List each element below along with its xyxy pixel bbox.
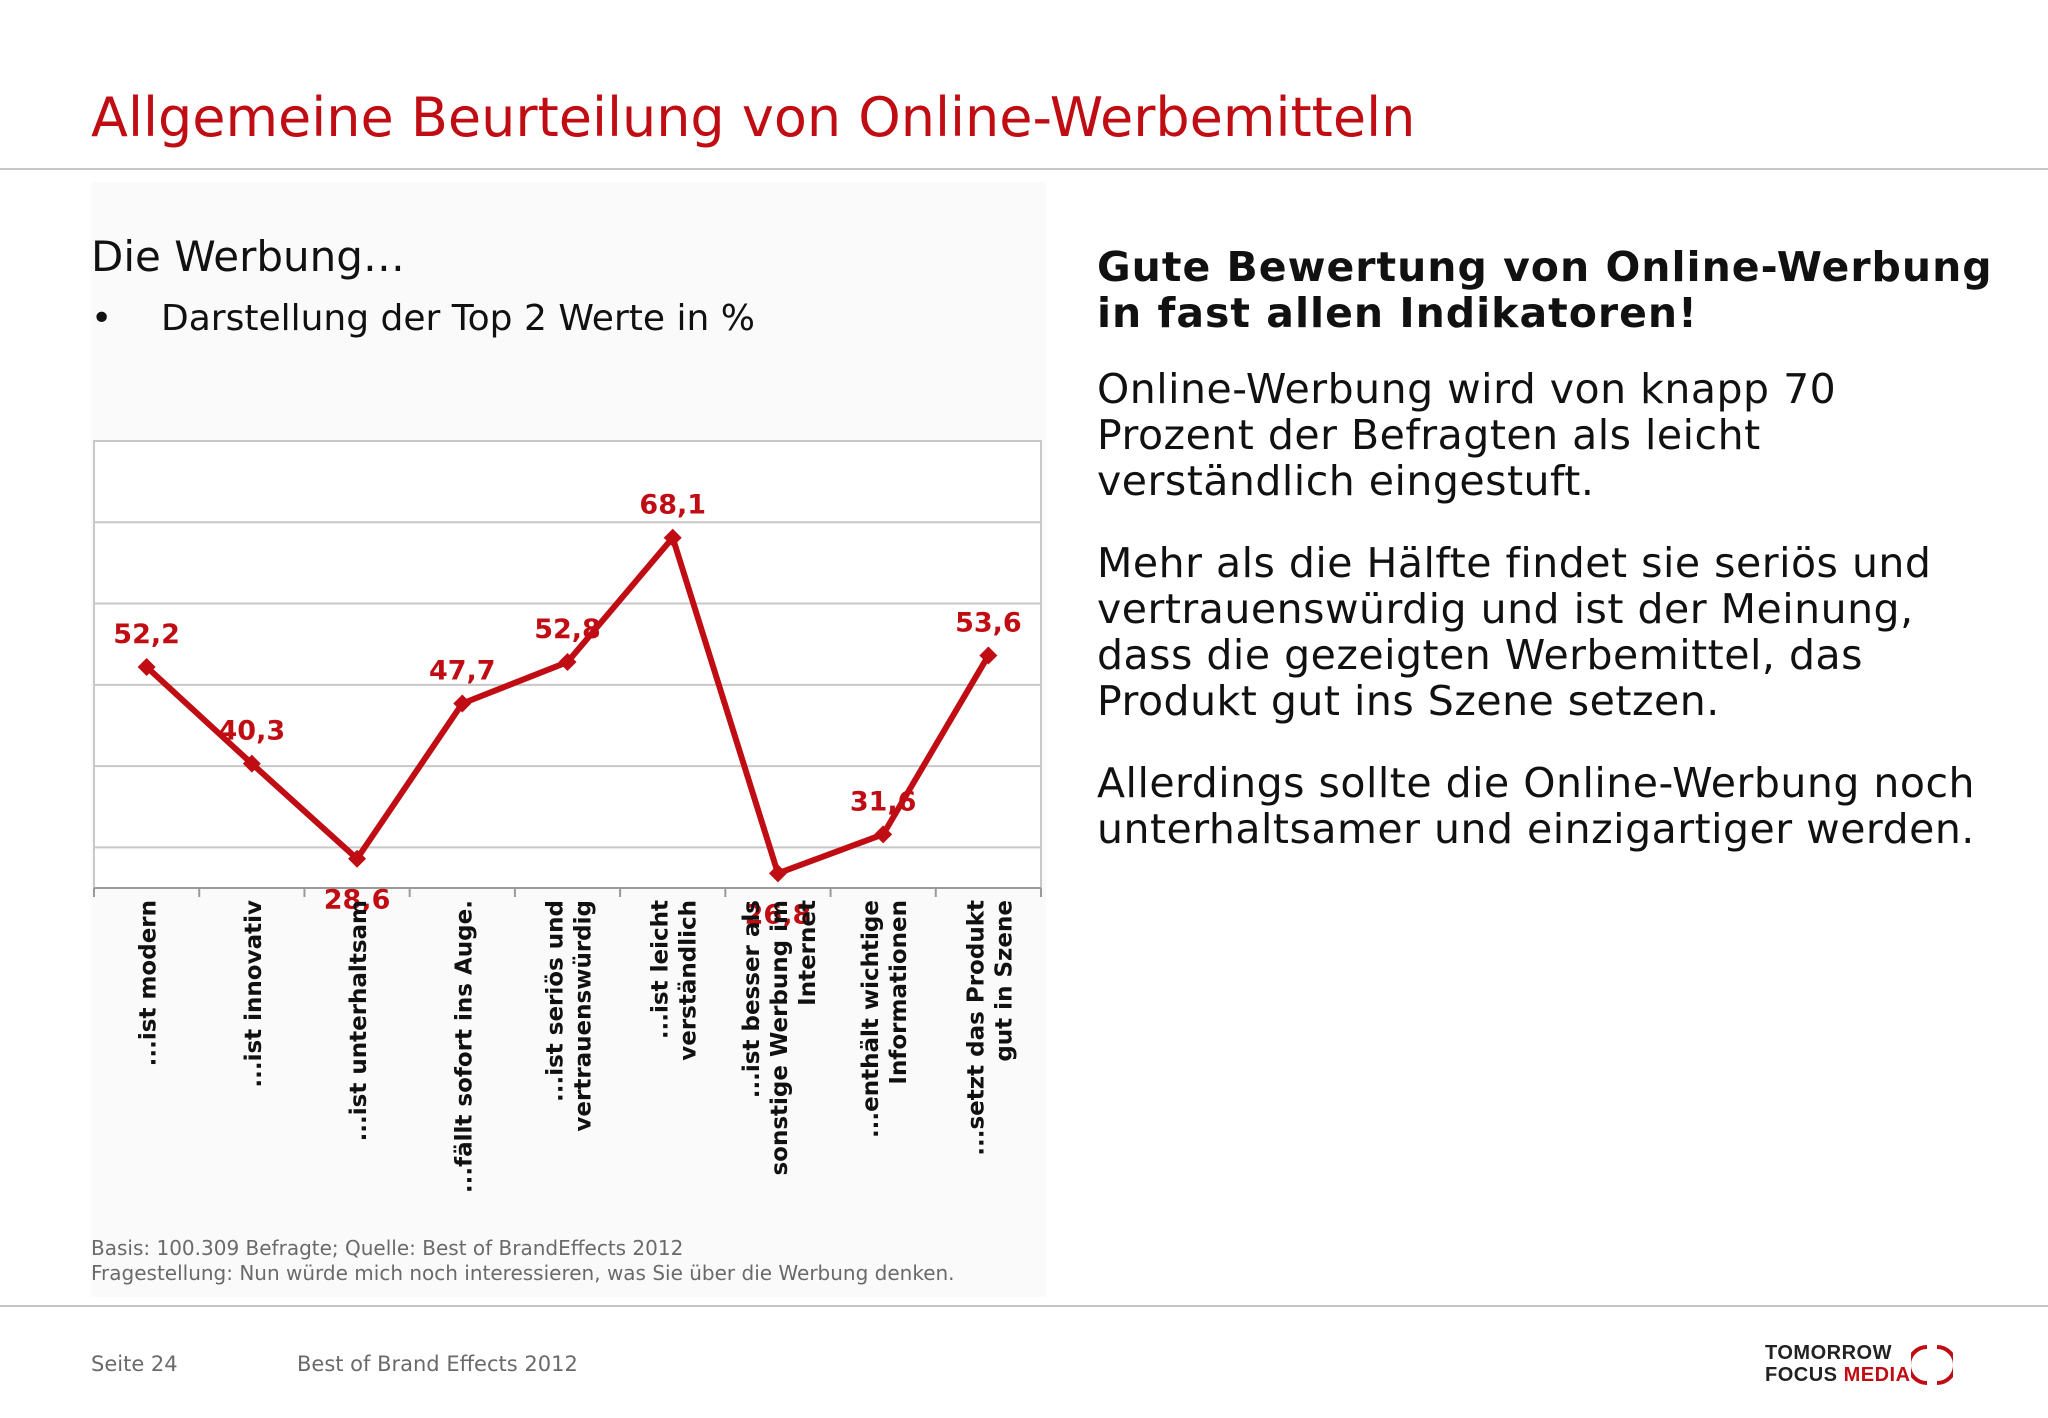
data-label: 28,6 — [324, 885, 391, 916]
footer-divider — [0, 1305, 2048, 1307]
x-tick-label: Internet — [795, 900, 821, 1006]
x-tick-label: ...ist besser als — [739, 900, 765, 1098]
bullet-dot: • — [91, 298, 113, 339]
logo-media: MEDIA — [1843, 1364, 1911, 1386]
data-label: 52,2 — [113, 619, 180, 650]
summary-paragraph-1: Online-Werbung wird von knapp 70 Prozent… — [1097, 365, 1837, 505]
chart-bullet: • Darstellung der Top 2 Werte in % — [91, 298, 755, 339]
x-tick-label: ...ist seriös und — [543, 900, 569, 1102]
x-tick-label: vertrauenswürdig — [571, 900, 597, 1132]
company-logo: TOMORROW FOCUS MEDIA — [1765, 1340, 1965, 1390]
data-point — [558, 653, 577, 672]
chart-source: Basis: 100.309 Befragte; Quelle: Best of… — [91, 1236, 955, 1286]
summary-paragraph-2: Mehr als die Hälfte findet sie seriös un… — [1097, 539, 1932, 725]
x-tick-label: gut in Szene — [991, 900, 1017, 1062]
x-tick-label: Informationen — [886, 900, 912, 1085]
data-point — [348, 849, 367, 868]
x-tick-label: sonstige Werbung im — [767, 900, 793, 1176]
x-tick-label: ...setzt das Produkt — [963, 900, 989, 1156]
data-point — [453, 694, 472, 713]
logo-ring-icon — [1911, 1345, 1953, 1385]
data-label: 68,1 — [639, 490, 706, 521]
data-point — [137, 657, 156, 676]
data-label: 53,6 — [955, 608, 1022, 639]
data-point — [874, 825, 893, 844]
x-tick-label: ...ist leicht — [648, 900, 674, 1039]
x-tick-label: ...ist innovativ — [241, 900, 267, 1088]
summary-heading: Gute Bewertung von Online-Werbung in fas… — [1097, 243, 1993, 337]
logo-line-1: TOMORROW — [1765, 1342, 1892, 1364]
data-label: 47,7 — [429, 656, 496, 687]
footer-title: Best of Brand Effects 2012 — [297, 1352, 578, 1376]
x-tick-label: ...fällt sofort ins Auge. — [451, 900, 477, 1193]
page-title: Allgemeine Beurteilung von Online-Werbem… — [91, 86, 1416, 149]
title-divider — [0, 168, 2048, 170]
data-label: 31,6 — [850, 786, 917, 817]
logo-line-2: FOCUS MEDIA — [1765, 1364, 1911, 1387]
x-tick-label: ...ist unterhaltsam — [346, 900, 372, 1141]
chart-subtitle: Die Werbung… — [91, 232, 405, 281]
data-label: 52,8 — [534, 614, 601, 645]
logo-focus: FOCUS — [1765, 1364, 1838, 1386]
data-label: 26,8 — [745, 899, 812, 930]
x-tick-label: ...ist modern — [136, 900, 162, 1066]
source-basis: Basis: 100.309 Befragte; Quelle: Best of… — [91, 1236, 684, 1260]
footer-page-number: Seite 24 — [91, 1352, 178, 1376]
source-question: Fragestellung: Nun würde mich noch inter… — [91, 1261, 955, 1285]
data-point — [242, 754, 261, 773]
summary-text: Gute Bewertung von Online-Werbung in fas… — [1097, 244, 1997, 888]
data-point — [768, 864, 787, 883]
x-tick-label: ...enthält wichtige — [858, 900, 884, 1138]
summary-paragraph-3: Allerdings sollte die Online-Werbung noc… — [1097, 759, 1975, 853]
data-point — [979, 646, 998, 665]
data-point — [663, 528, 682, 547]
bullet-text: Darstellung der Top 2 Werte in % — [161, 298, 755, 339]
x-tick-label: verständlich — [676, 900, 702, 1061]
data-label: 40,3 — [219, 716, 286, 747]
